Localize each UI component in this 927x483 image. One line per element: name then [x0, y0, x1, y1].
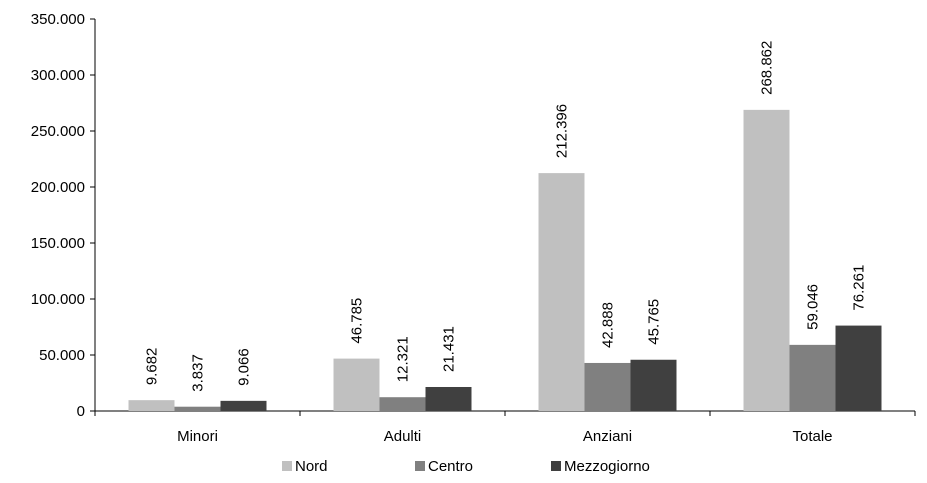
y-tick-label: 200.000	[31, 179, 85, 196]
data-label: 3.837	[190, 354, 207, 392]
bars	[128, 109, 882, 411]
data-label: 9.682	[144, 348, 161, 386]
bar-mezzogiorno-anziani	[630, 359, 677, 411]
bar-mezzogiorno-totale	[835, 325, 882, 411]
data-label: 76.261	[851, 265, 868, 311]
bar-centro-totale	[789, 344, 836, 411]
bar-centro-adulti	[379, 397, 426, 411]
legend: Nord Centro Mezzogiorno	[282, 458, 650, 475]
data-label: 12.321	[395, 336, 412, 382]
data-label: 212.396	[554, 104, 571, 158]
bar-nord-anziani	[538, 173, 585, 411]
bar-mezzogiorno-minori	[220, 400, 267, 411]
bar-nord-totale	[743, 109, 790, 411]
y-tick-label: 50.000	[39, 347, 85, 364]
data-label: 9.066	[236, 348, 253, 386]
y-tick-label: 250.000	[31, 123, 85, 140]
data-label: 45.765	[646, 299, 663, 345]
legend-label-mezzogiorno: Mezzogiorno	[564, 458, 650, 475]
y-axis: 0 50.000 100.000 150.000 200.000 250.000 300.0…	[31, 11, 96, 420]
y-tick-label: 300.000	[31, 67, 85, 84]
y-tick-label: 100.000	[31, 291, 85, 308]
bar-nord-adulti	[333, 358, 380, 411]
bar-mezzogiorno-adulti	[425, 386, 472, 411]
data-label: 268.862	[759, 41, 776, 95]
data-label: 46.785	[349, 298, 366, 344]
x-category-label: Adulti	[384, 428, 422, 445]
y-tick-label: 0	[77, 403, 85, 420]
legend-swatch-centro	[415, 461, 425, 471]
legend-swatch-mezzogiorno	[551, 461, 561, 471]
data-label: 59.046	[805, 284, 822, 330]
y-tick-label: 350.000	[31, 11, 85, 28]
data-label: 21.431	[441, 326, 458, 372]
legend-label-nord: Nord	[295, 458, 328, 475]
x-axis: Minori Adulti Anziani Totale	[94, 410, 916, 445]
bar-centro-anziani	[584, 362, 631, 411]
bar-nord-minori	[128, 400, 175, 411]
x-category-label: Minori	[177, 428, 218, 445]
legend-swatch-nord	[282, 461, 292, 471]
y-tick-label: 150.000	[31, 235, 85, 252]
data-label: 42.888	[600, 302, 617, 348]
x-category-label: Totale	[792, 428, 832, 445]
legend-label-centro: Centro	[428, 458, 473, 475]
bar-centro-minori	[174, 406, 221, 411]
x-category-label: Anziani	[583, 428, 632, 445]
data-labels: 9.682 3.837 9.066 46.785 12.321 21.431 212.396…	[144, 41, 868, 392]
